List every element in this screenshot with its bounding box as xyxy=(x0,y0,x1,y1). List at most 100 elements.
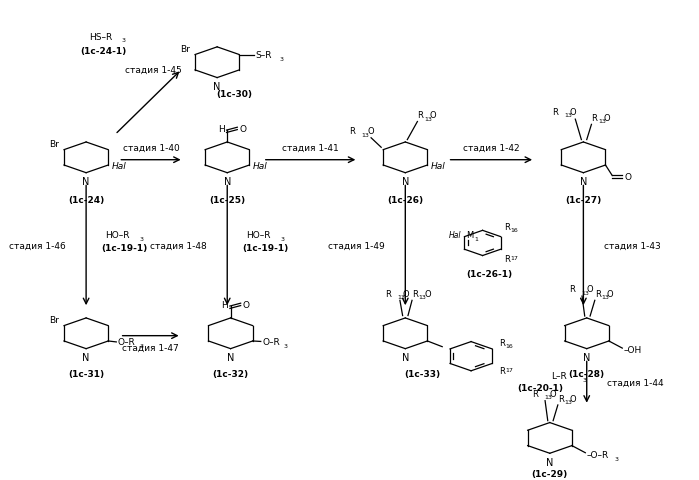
Text: R: R xyxy=(504,222,510,231)
Text: R: R xyxy=(412,289,418,299)
Text: (1c-24): (1c-24) xyxy=(68,195,104,204)
Text: HS–R: HS–R xyxy=(89,33,113,41)
Text: R: R xyxy=(384,289,391,299)
Text: N: N xyxy=(224,177,231,187)
Text: 13: 13 xyxy=(397,295,405,300)
Text: 13: 13 xyxy=(582,290,589,295)
Text: L–R: L–R xyxy=(551,371,567,380)
Text: 13: 13 xyxy=(545,395,552,399)
Text: O–R: O–R xyxy=(262,337,280,346)
Text: (1c-29): (1c-29) xyxy=(532,469,568,478)
Text: 13: 13 xyxy=(419,295,426,300)
Text: –O–R: –O–R xyxy=(586,450,609,459)
Text: 13: 13 xyxy=(565,399,572,404)
Text: O: O xyxy=(403,289,409,299)
Text: R: R xyxy=(498,338,505,347)
Text: (1c-19-1): (1c-19-1) xyxy=(242,244,288,252)
Text: стадия 1-44: стадия 1-44 xyxy=(607,378,663,387)
Text: 1: 1 xyxy=(474,237,477,241)
Text: (1c-30): (1c-30) xyxy=(216,89,252,98)
Text: M: M xyxy=(466,231,474,240)
Text: 3: 3 xyxy=(139,344,143,348)
Text: –OH: –OH xyxy=(624,345,642,354)
Text: O: O xyxy=(586,285,593,294)
Text: N: N xyxy=(402,177,409,187)
Text: 3: 3 xyxy=(284,343,287,348)
Text: (1c-24-1): (1c-24-1) xyxy=(81,47,127,56)
Text: стадия 1-43: стадия 1-43 xyxy=(603,241,661,250)
Text: 13: 13 xyxy=(565,113,572,118)
Text: (1c-31): (1c-31) xyxy=(68,370,104,378)
Text: O: O xyxy=(424,289,431,299)
Text: (1c-32): (1c-32) xyxy=(212,370,249,378)
Text: O: O xyxy=(570,108,577,117)
Text: Hal: Hal xyxy=(449,231,461,240)
Text: 13: 13 xyxy=(602,295,610,300)
Text: стадия 1-45: стадия 1-45 xyxy=(125,66,182,75)
Text: (1c-25): (1c-25) xyxy=(209,195,245,204)
Text: 3: 3 xyxy=(280,57,284,62)
Text: 3: 3 xyxy=(281,237,285,242)
Text: O: O xyxy=(550,389,556,398)
Text: Br: Br xyxy=(180,45,190,54)
Text: O–R: O–R xyxy=(117,338,136,347)
Text: N: N xyxy=(579,177,587,187)
Text: (1c-33): (1c-33) xyxy=(404,370,440,378)
Text: O: O xyxy=(239,125,246,134)
Text: 13: 13 xyxy=(424,116,432,121)
Text: 13: 13 xyxy=(598,119,606,124)
Text: стадия 1-40: стадия 1-40 xyxy=(122,144,180,153)
Text: O: O xyxy=(367,127,374,136)
Text: N: N xyxy=(213,82,221,92)
Text: HO–R: HO–R xyxy=(246,231,271,240)
Text: (1c-27): (1c-27) xyxy=(565,195,602,204)
Text: N: N xyxy=(583,352,591,362)
Text: 16: 16 xyxy=(511,228,519,233)
Text: (1c-26-1): (1c-26-1) xyxy=(466,270,512,279)
Text: R: R xyxy=(532,389,538,398)
Text: R: R xyxy=(552,108,558,117)
Text: R: R xyxy=(349,127,355,136)
Text: R: R xyxy=(591,114,598,123)
Text: 3: 3 xyxy=(614,456,618,461)
Text: стадия 1-46: стадия 1-46 xyxy=(9,241,66,250)
Text: R: R xyxy=(558,394,563,403)
Text: N: N xyxy=(402,352,409,362)
Text: R: R xyxy=(595,289,600,299)
Text: S–R: S–R xyxy=(255,51,272,60)
Text: (1c-20-1): (1c-20-1) xyxy=(517,384,563,393)
Text: Hal: Hal xyxy=(431,161,445,170)
Text: N: N xyxy=(546,456,554,467)
Text: 3: 3 xyxy=(122,38,126,43)
Text: 13: 13 xyxy=(361,132,370,138)
Text: стадия 1-49: стадия 1-49 xyxy=(329,241,385,250)
Text: 17: 17 xyxy=(505,367,513,372)
Text: N: N xyxy=(82,352,89,362)
Text: Hal: Hal xyxy=(112,161,127,170)
Text: N: N xyxy=(227,352,234,362)
Text: стадия 1-42: стадия 1-42 xyxy=(463,144,519,153)
Text: Br: Br xyxy=(50,315,59,324)
Text: R: R xyxy=(498,366,505,375)
Text: H: H xyxy=(221,300,228,310)
Text: Hal: Hal xyxy=(253,161,268,170)
Text: 16: 16 xyxy=(505,343,513,348)
Text: H: H xyxy=(218,125,224,134)
Text: R: R xyxy=(569,285,575,294)
Text: N: N xyxy=(82,177,89,187)
Text: 17: 17 xyxy=(511,256,519,261)
Text: R: R xyxy=(417,111,424,120)
Text: (1c-28): (1c-28) xyxy=(569,370,605,378)
Text: Br: Br xyxy=(50,140,59,149)
Text: стадия 1-41: стадия 1-41 xyxy=(282,144,339,153)
Text: O: O xyxy=(603,114,610,123)
Text: O: O xyxy=(607,289,614,299)
Text: O: O xyxy=(243,300,250,310)
Text: 3: 3 xyxy=(140,237,144,242)
Text: (1c-26): (1c-26) xyxy=(387,195,424,204)
Text: HO–R: HO–R xyxy=(105,231,129,240)
Text: O: O xyxy=(570,394,577,403)
Text: стадия 1-48: стадия 1-48 xyxy=(150,241,207,250)
Text: стадия 1-47: стадия 1-47 xyxy=(122,343,179,352)
Text: R: R xyxy=(504,254,510,264)
